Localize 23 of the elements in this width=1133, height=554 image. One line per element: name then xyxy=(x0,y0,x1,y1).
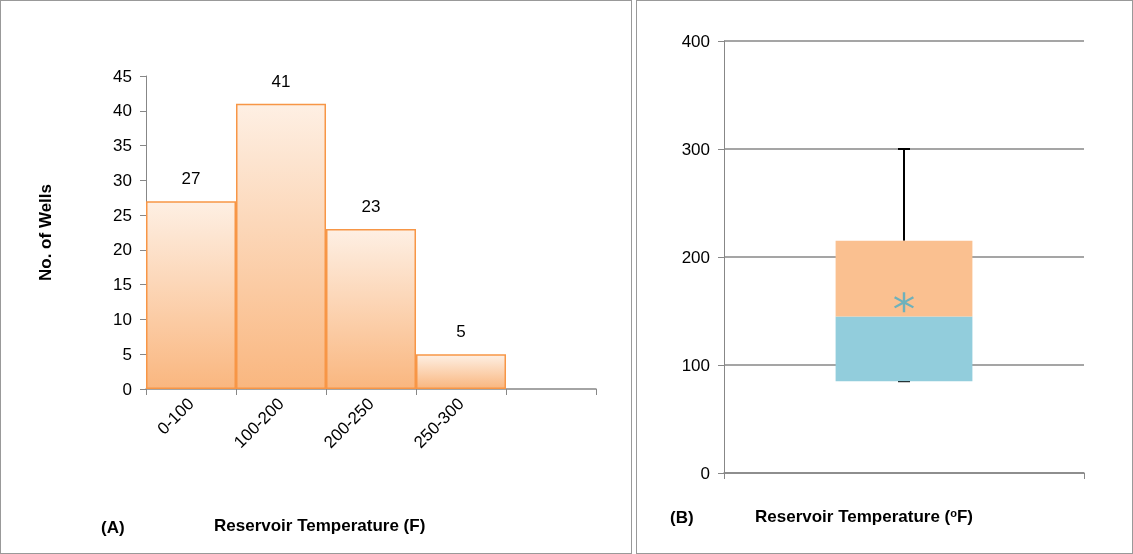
x-axis-title: Reservoir Temperature (F) xyxy=(214,516,426,535)
y-tick-label: 5 xyxy=(122,344,132,364)
y-tick-label: 25 xyxy=(113,205,132,225)
data-label: 41 xyxy=(271,71,291,91)
y-tick-label: 35 xyxy=(113,136,132,156)
y-tick-label: 45 xyxy=(113,66,132,86)
y-tick-label: 200 xyxy=(681,247,710,267)
y-tick-label: 30 xyxy=(113,170,132,190)
y-tick-label: 0 xyxy=(122,379,132,399)
text: (A) xyxy=(101,518,125,537)
y-tick-label: 0 xyxy=(700,463,710,483)
y-tick-label: 100 xyxy=(681,355,710,375)
y-tick-label: 300 xyxy=(681,139,710,159)
data-label: 27 xyxy=(181,169,201,189)
y-tick-label: 10 xyxy=(113,309,132,329)
y-tick-label: 20 xyxy=(113,240,132,260)
data-label: 5 xyxy=(456,322,466,342)
y-tick-label: 400 xyxy=(681,31,710,51)
text: (B) xyxy=(670,508,694,527)
y-tick-label: 40 xyxy=(113,101,132,121)
data-label: 23 xyxy=(361,197,381,217)
y-tick-label: 15 xyxy=(113,275,132,295)
y-axis-title: No. of Wells xyxy=(36,184,55,281)
